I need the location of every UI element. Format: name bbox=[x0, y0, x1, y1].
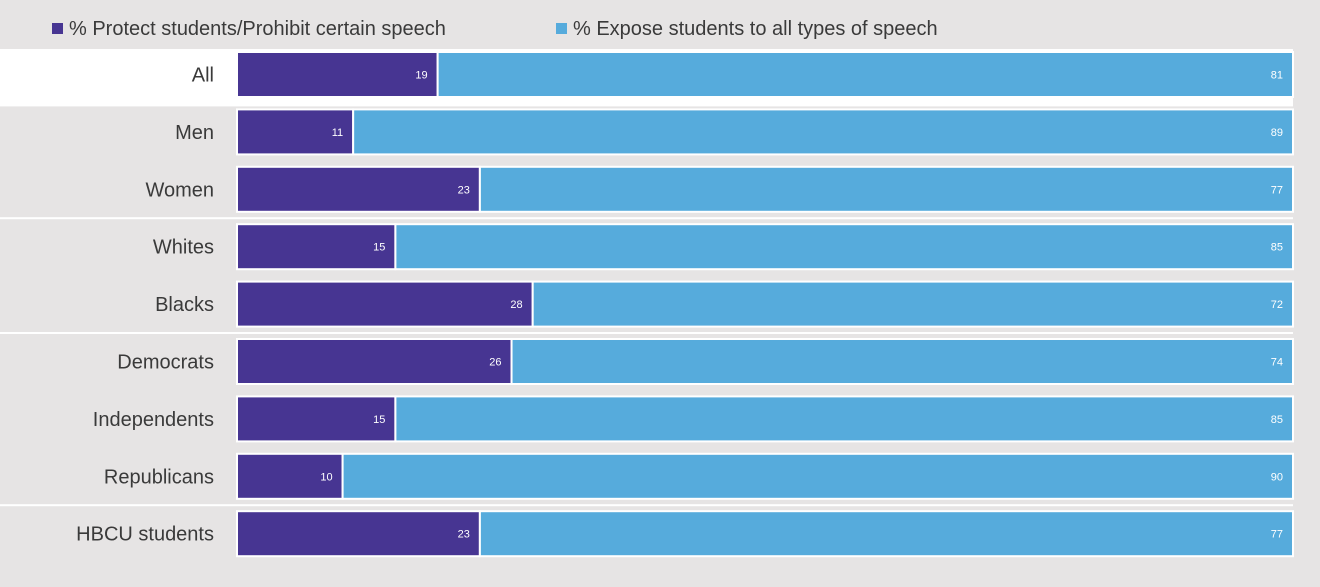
group-divider bbox=[0, 102, 1293, 105]
value-label-men-protect: 11 bbox=[332, 127, 343, 139]
value-label-hbcu-students-protect: 23 bbox=[458, 529, 470, 541]
value-label-democrats-expose: 74 bbox=[1271, 357, 1283, 369]
value-label-all-expose: 81 bbox=[1271, 70, 1283, 82]
value-label-independents-expose: 85 bbox=[1271, 414, 1283, 426]
group-dividers bbox=[0, 102, 1293, 507]
value-label-whites-expose: 85 bbox=[1271, 242, 1283, 254]
legend-swatch-protect bbox=[52, 23, 63, 34]
group-divider bbox=[0, 332, 1293, 334]
value-label-republicans-expose: 90 bbox=[1271, 471, 1283, 483]
value-labels: 19 81 11 89 23 77 15 85 28 72 26 74 15 85 10 90 23 77 bbox=[320, 70, 1283, 541]
category-labels: All Men Women Whites Blacks Democrats Independ… bbox=[76, 65, 214, 546]
bar-men-protect bbox=[236, 108, 355, 156]
legend-label-expose: % Expose students to all types of speech bbox=[573, 18, 938, 40]
bar-all-expose bbox=[436, 51, 1294, 98]
bar-independents-protect bbox=[236, 395, 397, 443]
bar-hbcu-students-protect bbox=[236, 510, 481, 558]
category-label-democrats: Democrats bbox=[117, 352, 214, 374]
bar-men-expose bbox=[352, 108, 1295, 156]
bar-republicans-protect bbox=[236, 452, 344, 500]
value-label-democrats-protect: 26 bbox=[489, 357, 501, 369]
category-label-women: Women bbox=[145, 179, 214, 201]
value-label-women-expose: 77 bbox=[1271, 184, 1283, 196]
value-label-blacks-expose: 72 bbox=[1271, 299, 1283, 311]
category-label-independents: Independents bbox=[93, 409, 214, 431]
category-label-whites: Whites bbox=[153, 237, 214, 259]
value-label-republicans-protect: 10 bbox=[320, 471, 332, 483]
value-label-hbcu-students-expose: 77 bbox=[1271, 529, 1283, 541]
bar-independents-expose bbox=[394, 395, 1294, 443]
value-label-men-expose: 89 bbox=[1271, 127, 1283, 139]
category-label-blacks: Blacks bbox=[155, 294, 214, 316]
bar-blacks-expose bbox=[531, 280, 1294, 328]
category-label-hbcu-students: HBCU students bbox=[76, 524, 214, 546]
category-label-men: Men bbox=[175, 122, 214, 144]
value-label-whites-protect: 15 bbox=[373, 242, 385, 254]
bar-hbcu-students-expose bbox=[478, 510, 1294, 558]
legend: % Protect students/Prohibit certain spee… bbox=[52, 18, 938, 40]
bar-democrats-protect bbox=[236, 338, 513, 385]
value-label-blacks-protect: 28 bbox=[510, 299, 522, 311]
bar-republicans-expose bbox=[341, 452, 1295, 500]
bar-blacks-protect bbox=[236, 280, 534, 328]
bar-women-expose bbox=[478, 165, 1294, 213]
bar-all-protect bbox=[236, 51, 439, 98]
value-label-all-protect: 19 bbox=[415, 70, 427, 82]
group-divider bbox=[0, 504, 1293, 507]
legend-label-protect: % Protect students/Prohibit certain spee… bbox=[69, 18, 446, 40]
value-label-independents-protect: 15 bbox=[373, 414, 385, 426]
category-label-republicans: Republicans bbox=[104, 466, 214, 488]
value-label-women-protect: 23 bbox=[458, 184, 470, 196]
group-divider bbox=[0, 217, 1293, 220]
bar-whites-expose bbox=[394, 223, 1294, 271]
category-label-all: All bbox=[192, 65, 214, 87]
bar-democrats-expose bbox=[510, 338, 1294, 385]
bars bbox=[236, 51, 1295, 558]
bar-women-protect bbox=[236, 165, 481, 213]
bar-whites-protect bbox=[236, 223, 397, 271]
legend-swatch-expose bbox=[556, 23, 567, 34]
